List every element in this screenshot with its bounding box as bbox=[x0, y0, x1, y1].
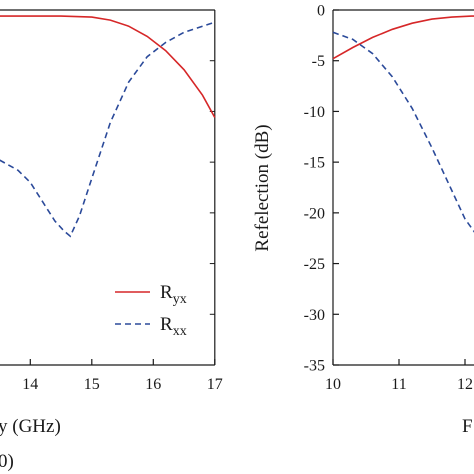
left-x-ticks: 14 15 16 17 bbox=[22, 9, 223, 393]
left-bottom-fragment: 0) bbox=[0, 451, 14, 472]
right-panel: 10 11 12 0 -5 -10 -15 -20 -25 -30 -35 Refelection … bbox=[252, 3, 474, 437]
legend-label-rxx-sub: xx bbox=[173, 324, 187, 339]
right-y-tick-label: -20 bbox=[304, 205, 325, 222]
left-legend: Ryx Rxx bbox=[115, 282, 187, 339]
right-y-tick-label: -15 bbox=[304, 155, 325, 172]
right-y-tick-label: -35 bbox=[304, 358, 325, 375]
right-y-tick-label: -5 bbox=[312, 53, 325, 70]
left-series bbox=[0, 15, 216, 238]
left-x-tick-label: 16 bbox=[145, 376, 161, 393]
right-series-line-rxx bbox=[332, 31, 474, 233]
right-series-line-ryx bbox=[332, 15, 474, 60]
right-y-axis-label: Refelection (dB) bbox=[252, 124, 273, 251]
legend-label-ryx-sub: yx bbox=[173, 292, 187, 307]
right-x-tick-label: 10 bbox=[325, 376, 341, 393]
right-y-tick-label: -25 bbox=[304, 256, 325, 273]
right-x-axis-label: F bbox=[462, 416, 473, 437]
legend-label-ryx: Ryx bbox=[160, 282, 187, 307]
legend-label-rxx-main: R bbox=[160, 314, 173, 335]
left-x-tick-label: 14 bbox=[22, 376, 38, 393]
left-x-tick-label: 15 bbox=[84, 376, 100, 393]
right-y-tick-label: 0 bbox=[317, 3, 325, 20]
right-x-tick-label: 11 bbox=[391, 376, 406, 393]
right-x-tick-label: 12 bbox=[457, 376, 473, 393]
left-panel: 14 15 16 17 Ryx Rxx y (GHz) 0) bbox=[0, 9, 223, 472]
right-y-tick-label: -30 bbox=[304, 307, 325, 324]
left-series-line-rxx bbox=[0, 21, 216, 238]
right-series bbox=[332, 15, 474, 233]
right-y-tick-label: -10 bbox=[304, 104, 325, 121]
legend-label-ryx-main: R bbox=[160, 282, 173, 303]
left-series-line-ryx bbox=[0, 15, 216, 118]
left-x-tick-label: 17 bbox=[207, 376, 223, 393]
left-x-axis-label: y (GHz) bbox=[0, 416, 61, 437]
right-ticks: 10 11 12 0 -5 -10 -15 -20 -25 -30 -35 bbox=[304, 3, 473, 394]
legend-label-rxx: Rxx bbox=[160, 314, 187, 339]
